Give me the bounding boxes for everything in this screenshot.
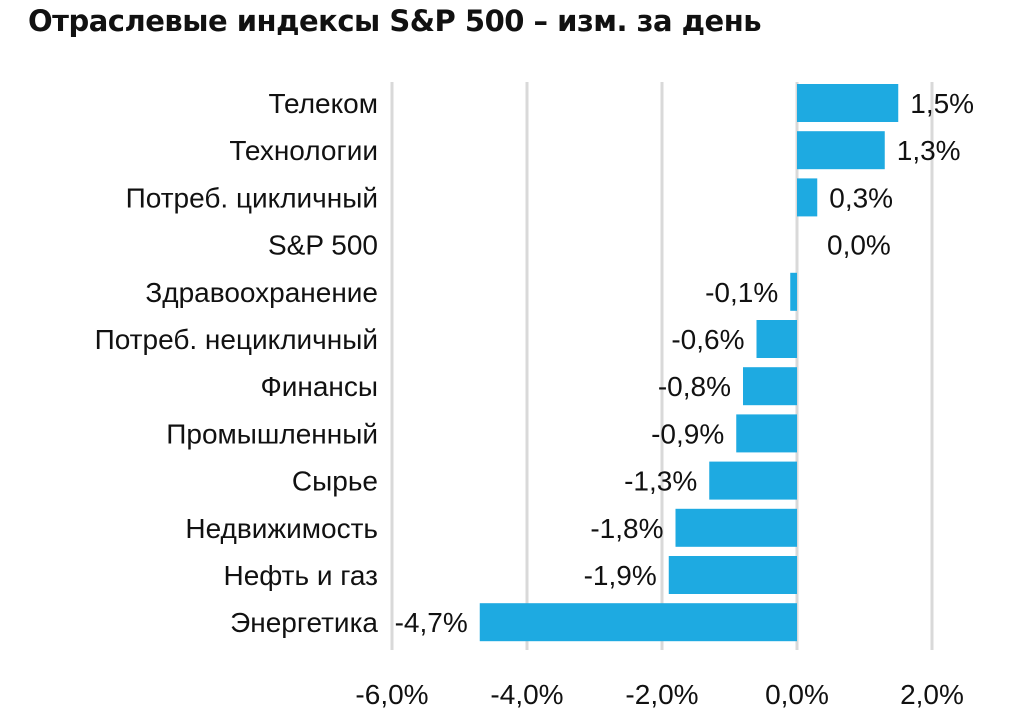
bar: [668, 556, 797, 594]
value-label: -0,6%: [671, 324, 744, 355]
category-label: Потреб. нецикличный: [95, 324, 378, 355]
chart-title: Отраслевые индексы S&P 500 – изм. за ден…: [28, 4, 762, 38]
x-tick-label: 0,0%: [765, 679, 829, 710]
value-label: 1,3%: [897, 135, 961, 166]
bar: [797, 178, 818, 217]
category-label: Потреб. цикличный: [126, 182, 378, 213]
value-label: 1,5%: [910, 88, 974, 119]
bar: [479, 603, 797, 642]
category-label: Недвижимость: [185, 513, 378, 544]
category-label: Финансы: [260, 371, 378, 402]
value-label: -0,9%: [651, 418, 724, 449]
bar: [675, 508, 797, 547]
bar: [709, 461, 797, 500]
value-label: -1,3%: [624, 466, 697, 497]
category-label: Нефть и газ: [223, 560, 378, 591]
category-label: Промышленный: [166, 418, 378, 449]
bar: [797, 84, 899, 122]
value-label: -0,8%: [658, 371, 731, 402]
value-label: -0,1%: [705, 277, 778, 308]
category-label: S&P 500: [268, 230, 378, 261]
value-label: -1,8%: [590, 513, 663, 544]
x-tick-label: -2,0%: [625, 679, 698, 710]
bar: [736, 414, 797, 453]
category-label: Сырье: [292, 466, 378, 497]
category-label: Здравоохранение: [145, 277, 378, 308]
x-tick-label: -4,0%: [490, 679, 563, 710]
x-tick-label: 2,0%: [900, 679, 964, 710]
bar: [743, 367, 797, 406]
bar: [790, 272, 797, 311]
category-label: Технологии: [229, 135, 378, 166]
value-label: -4,7%: [395, 607, 468, 638]
category-label: Телеком: [269, 88, 378, 119]
category-label: Энергетика: [230, 607, 378, 638]
value-label: 0,3%: [829, 182, 893, 213]
bar: [756, 320, 797, 358]
value-label: -1,9%: [584, 560, 657, 591]
value-label: 0,0%: [827, 230, 891, 261]
bar: [797, 131, 885, 170]
x-tick-label: -6,0%: [355, 679, 428, 710]
